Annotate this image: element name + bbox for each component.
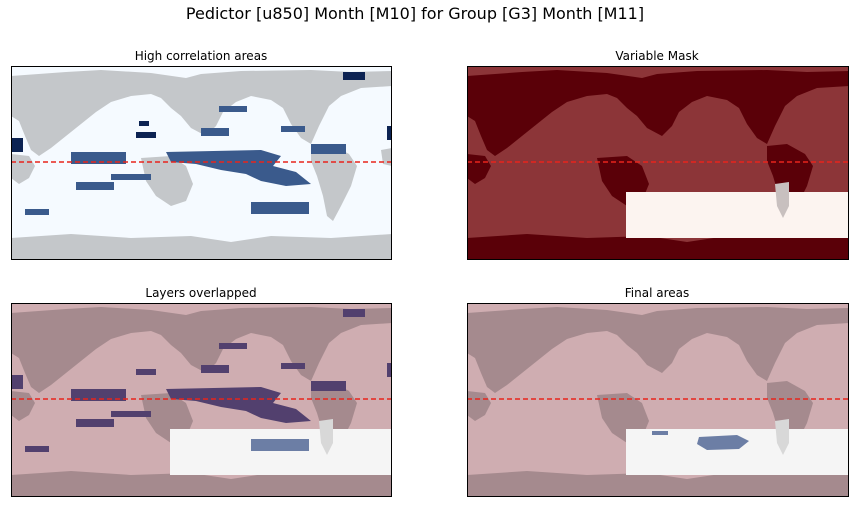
correlation-region [25,446,49,452]
final-area-region [652,431,668,435]
correlation-region [201,365,229,373]
panel-title-final-areas: Final areas [624,286,690,300]
correlation-region [111,411,151,417]
land-layer [467,307,849,497]
map-variable-mask [467,66,849,260]
panel-title-high-correlation: High correlation areas [134,49,268,63]
correlation-region [139,121,149,126]
overlay-land-overlap [319,419,333,455]
overlay-mask-region [170,429,392,475]
correlation-region [343,72,365,80]
correlation-region [166,150,311,186]
correlation-region [136,369,156,375]
panel-frame [11,66,392,260]
correlation-region [76,419,114,427]
correlation-region [71,152,126,164]
land-layer [11,307,392,497]
correlation-region [111,174,151,180]
correlation-region [343,309,365,317]
correlation-region [201,128,229,136]
correlation-regions [11,309,392,452]
correlation-region [281,363,305,369]
map-high-correlation [11,66,392,260]
mask-selected-region [626,192,849,238]
correlation-region [311,144,346,154]
map-layers-overlapped [11,303,392,497]
correlation-region [219,106,247,112]
correlation-region [11,375,23,389]
final-area-region [697,435,749,450]
correlation-region [387,126,392,140]
correlation-region [219,343,247,349]
mask-land-overlap [775,182,789,218]
panel-frame [467,303,849,497]
correlation-region [166,387,311,423]
correlation-regions [11,72,392,215]
correlation-region [281,126,305,132]
correlation-region [71,389,126,401]
correlation-region-in-mask [251,439,309,451]
correlation-region [387,363,392,377]
correlation-region [25,209,49,215]
land-layer [11,70,392,260]
panel-title-layers-overlapped: Layers overlapped [145,286,257,300]
panel-frame [467,66,849,260]
panel-frame [11,303,392,497]
correlation-region [136,132,156,138]
correlation-region [11,138,23,152]
figure-title: Pedictor [u850] Month [M10] for Group [G… [185,4,645,23]
map-final-areas [467,303,849,497]
correlation-region [251,202,309,214]
correlation-region [76,182,114,190]
panel-title-variable-mask: Variable Mask [615,49,699,63]
final-land-overlap [775,419,789,455]
correlation-region [311,381,346,391]
